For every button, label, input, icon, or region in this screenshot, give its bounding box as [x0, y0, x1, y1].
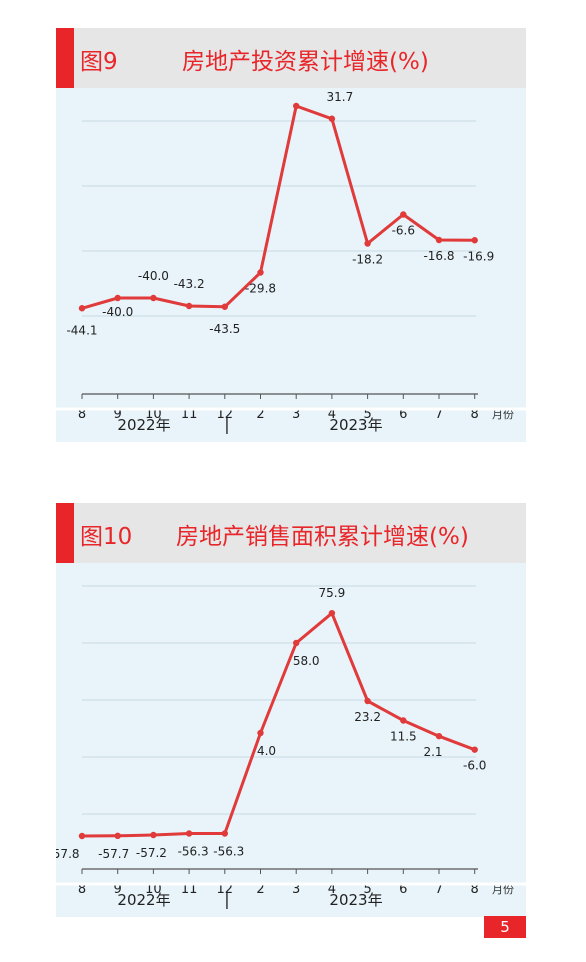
data-point [114, 294, 121, 302]
x-tick-label: 4 [328, 407, 336, 422]
data-label: -57.7 [98, 847, 129, 861]
data-label: -43.2 [174, 277, 205, 291]
x-tick-label: 6 [399, 882, 407, 897]
x-tick-label: 4 [328, 882, 336, 897]
chart-panel-sales-area: 图10 房地产销售面积累计增速(%) 8 9 10 11 12 2 3 4 5 6 7 8 月份 2022… [56, 503, 526, 917]
page-number: 5 [484, 916, 526, 938]
x-tick-label: 11 [181, 407, 198, 422]
series-line [81, 104, 475, 310]
x-tick-label: 11 [181, 882, 198, 897]
year-label-2023: 2023年 [329, 416, 382, 434]
data-point [185, 830, 193, 837]
data-label: 4.0 [257, 744, 276, 758]
x-tick-label: 6 [399, 407, 407, 422]
x-tick-label: 7 [435, 407, 443, 422]
x-tick-label: 3 [292, 407, 300, 422]
figure-number: 图10 [80, 524, 133, 550]
data-label: -6.6 [392, 224, 415, 238]
data-label: 36.8 [279, 88, 306, 91]
data-point [435, 732, 443, 740]
data-point [293, 639, 300, 647]
data-label: -43.5 [209, 322, 240, 336]
data-label: 11.5 [390, 730, 417, 744]
data-point [185, 302, 193, 310]
x-tick-label: 8 [78, 882, 86, 897]
plot-area: 8 9 10 11 12 2 3 4 5 6 7 8 月份 2022年 | 2023年 -44.1 -40.0 -4… [56, 88, 526, 442]
year-separator: | [224, 415, 229, 434]
x-tick-label: 5 [363, 882, 371, 897]
x-tick-label: 7 [435, 882, 443, 897]
data-label: -57.8 [56, 847, 80, 861]
data-point [150, 294, 157, 302]
data-label: -16.9 [463, 249, 494, 263]
data-point [435, 236, 443, 244]
data-point [364, 697, 371, 705]
year-label-2023: 2023年 [329, 891, 382, 909]
year-separator: | [224, 890, 229, 909]
data-point [221, 830, 228, 837]
year-label-2022: 2022年 [117, 891, 170, 909]
title-accent [56, 503, 74, 563]
data-point [364, 240, 371, 247]
data-label: -16.8 [423, 249, 454, 263]
data-label: -40.0 [138, 269, 169, 283]
x-tick-label: 2 [256, 882, 264, 897]
data-label: -56.3 [213, 845, 244, 859]
x-tick-label: 8 [471, 407, 479, 422]
data-point [400, 717, 407, 724]
data-label: -18.2 [352, 253, 383, 267]
figure-number: 图9 [80, 49, 118, 75]
x-tick-label: 8 [471, 882, 479, 897]
title-bar: 图9 房地产投资累计增速(%) [56, 28, 526, 88]
data-point [471, 237, 478, 244]
x-tick-label: 8 [78, 407, 86, 422]
data-label: -40.0 [102, 305, 133, 319]
title-accent [56, 28, 74, 88]
data-label: -29.8 [245, 282, 276, 296]
chart-panel-investment: 图9 房地产投资累计增速(%) 8 9 10 11 12 2 3 4 5 6 7 8 月份 2022年 | 2… [56, 28, 526, 442]
plot-area: 8 9 10 11 12 2 3 4 5 6 7 8 月份 2022年 | 2023年 -57.8 -57.7 -5… [56, 563, 526, 917]
data-point [150, 831, 157, 839]
data-point [78, 305, 86, 312]
data-label: -56.3 [178, 845, 209, 859]
data-point [114, 832, 121, 840]
chart-title: 房地产销售面积累计增速(%) [176, 524, 469, 550]
title-bar: 图10 房地产销售面积累计增速(%) [56, 503, 526, 563]
x-tick-label: 12 [217, 882, 234, 897]
line-chart-svg: 8 9 10 11 12 2 3 4 5 6 7 8 月份 2022年 | 2023年 -57.8 -57.7 -5… [56, 585, 526, 909]
data-label: 75.9 [319, 586, 346, 600]
year-label-2022: 2022年 [117, 416, 170, 434]
data-point [328, 115, 336, 122]
data-point [328, 609, 336, 617]
x-unit-label: 月份 [492, 408, 514, 421]
data-label: 31.7 [327, 90, 354, 104]
data-point [471, 746, 478, 753]
data-point [78, 832, 86, 840]
x-tick-label: 5 [363, 407, 371, 422]
data-point [293, 102, 300, 110]
line-chart-svg: 8 9 10 11 12 2 3 4 5 6 7 8 月份 2022年 | 2023年 -44.1 -40.0 -4… [56, 88, 526, 434]
x-tick-label: 9 [114, 407, 122, 422]
data-label: 2.1 [423, 745, 442, 759]
x-tick-label: 3 [292, 882, 300, 897]
x-tick-label: 9 [114, 882, 122, 897]
data-point [221, 303, 228, 310]
x-tick-label: 10 [145, 882, 162, 897]
data-point [257, 729, 264, 737]
series-line [81, 611, 476, 838]
x-tick-label: 12 [217, 407, 234, 422]
data-label: -6.0 [463, 759, 486, 773]
data-label: -44.1 [66, 323, 97, 337]
data-point [257, 269, 264, 276]
data-point [400, 211, 407, 218]
x-tick-label: 10 [145, 407, 162, 422]
chart-title: 房地产投资累计增速(%) [182, 49, 429, 75]
x-tick-label: 2 [256, 407, 264, 422]
data-label: -57.2 [136, 846, 167, 860]
data-label: 58.0 [293, 654, 320, 668]
data-label: 23.2 [354, 710, 381, 724]
x-unit-label: 月份 [492, 883, 514, 896]
